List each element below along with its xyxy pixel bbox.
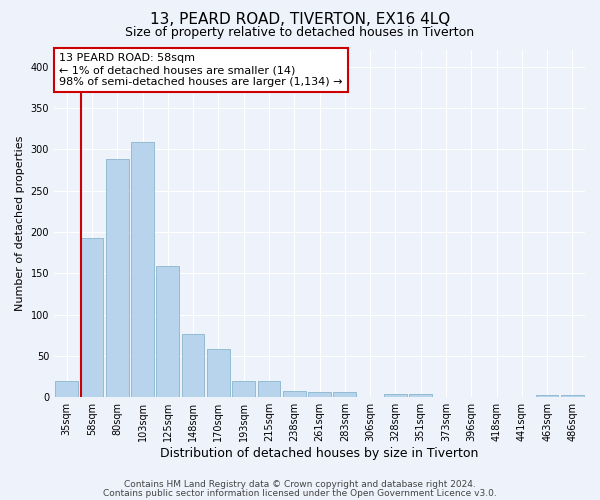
- Text: Contains public sector information licensed under the Open Government Licence v3: Contains public sector information licen…: [103, 489, 497, 498]
- Bar: [561, 394, 584, 397]
- Bar: [384, 394, 407, 397]
- Bar: [283, 392, 305, 397]
- Bar: [157, 266, 179, 397]
- Y-axis label: Number of detached properties: Number of detached properties: [15, 136, 25, 312]
- X-axis label: Distribution of detached houses by size in Tiverton: Distribution of detached houses by size …: [160, 447, 479, 460]
- Bar: [232, 380, 255, 397]
- Text: 13, PEARD ROAD, TIVERTON, EX16 4LQ: 13, PEARD ROAD, TIVERTON, EX16 4LQ: [150, 12, 450, 28]
- Text: Contains HM Land Registry data © Crown copyright and database right 2024.: Contains HM Land Registry data © Crown c…: [124, 480, 476, 489]
- Bar: [308, 392, 331, 397]
- Bar: [409, 394, 432, 397]
- Text: Size of property relative to detached houses in Tiverton: Size of property relative to detached ho…: [125, 26, 475, 39]
- Bar: [80, 238, 103, 397]
- Bar: [257, 380, 280, 397]
- Bar: [334, 392, 356, 397]
- Bar: [106, 159, 128, 397]
- Text: 13 PEARD ROAD: 58sqm
← 1% of detached houses are smaller (14)
98% of semi-detach: 13 PEARD ROAD: 58sqm ← 1% of detached ho…: [59, 54, 343, 86]
- Bar: [207, 350, 230, 397]
- Bar: [536, 394, 559, 397]
- Bar: [131, 142, 154, 397]
- Bar: [55, 380, 78, 397]
- Bar: [182, 334, 205, 397]
